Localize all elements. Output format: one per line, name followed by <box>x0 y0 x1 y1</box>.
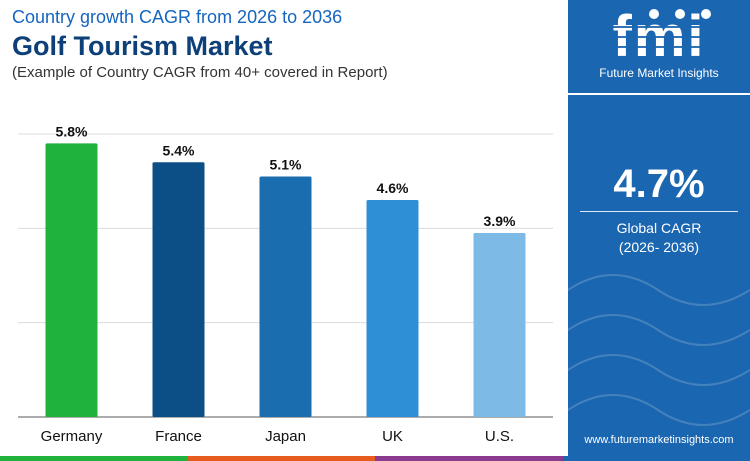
chart-subtitle-top: Country growth CAGR from 2026 to 2036 <box>12 7 343 27</box>
logo-area: fmi Future Market Insights <box>568 0 750 95</box>
svg-text:fmi: fmi <box>613 6 706 64</box>
bar-u-s <box>473 233 526 417</box>
summary-panel: fmi Future Market Insights 4.7% Global C… <box>568 0 750 461</box>
global-cagr-label-line1: Global CAGR <box>616 220 702 236</box>
data-label: 5.8% <box>56 123 88 139</box>
category-label: U.S. <box>485 428 514 445</box>
chart-header: Country growth CAGR from 2026 to 2036 Go… <box>12 6 562 83</box>
category-label: France <box>155 428 202 445</box>
data-label: 5.4% <box>163 142 195 158</box>
data-label: 3.9% <box>484 213 516 229</box>
bar-uk <box>366 200 419 417</box>
bar-france <box>152 162 205 417</box>
global-cagr-label-line2: (2026- 2036) <box>618 239 700 255</box>
logo-caption: Future Market Insights <box>599 66 719 80</box>
global-cagr-label: Global CAGR (2026- 2036) <box>568 219 750 257</box>
chart-note: (Example of Country CAGR from 40+ covere… <box>12 64 388 81</box>
chart-title: Golf Tourism Market <box>12 31 273 61</box>
bars <box>45 143 526 417</box>
decorative-waves-icon <box>568 274 750 426</box>
strip-segment <box>562 456 750 461</box>
category-label: Japan <box>265 428 306 445</box>
data-label: 4.6% <box>377 180 409 196</box>
bottom-color-strip <box>0 456 750 461</box>
data-label: 5.1% <box>270 156 302 172</box>
bar-japan <box>259 176 312 417</box>
strip-segment <box>375 456 563 461</box>
strip-segment <box>0 456 188 461</box>
bar-chart: 5.8% 5.4% 5.1% 4.6% 3.9% Germany France Japan U… <box>18 123 553 445</box>
strip-segment <box>187 456 375 461</box>
data-labels: 5.8% 5.4% 5.1% 4.6% 3.9% <box>56 123 516 229</box>
stat-divider <box>580 211 738 212</box>
bar-germany <box>45 143 98 417</box>
category-labels: Germany France Japan UK U.S. <box>41 428 514 445</box>
global-cagr-value: 4.7% <box>613 162 705 206</box>
category-label: UK <box>382 428 403 445</box>
fmi-logo-icon: fmi <box>602 6 716 64</box>
footer-url: www.futuremarketinsights.com <box>584 434 734 446</box>
category-label: Germany <box>41 428 103 445</box>
